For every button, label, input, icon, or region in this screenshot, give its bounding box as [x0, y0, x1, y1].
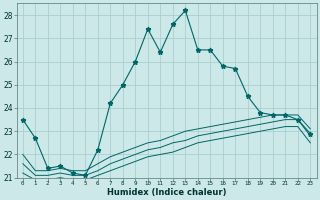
X-axis label: Humidex (Indice chaleur): Humidex (Indice chaleur)	[107, 188, 226, 197]
